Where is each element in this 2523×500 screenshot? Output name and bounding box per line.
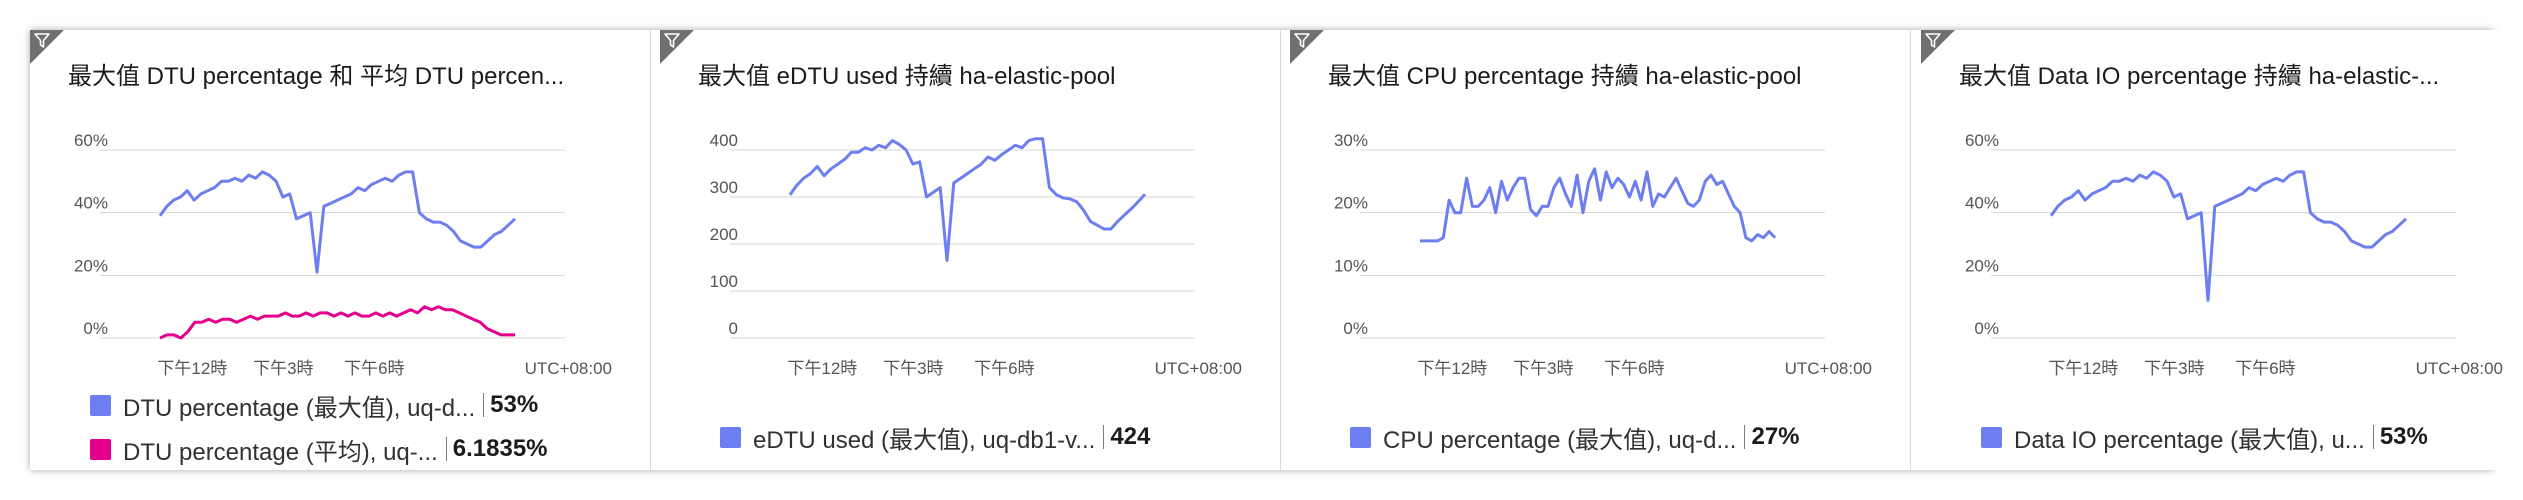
legend-value: 424 bbox=[1110, 423, 1151, 450]
x-tick-label: 下午6時 bbox=[344, 359, 404, 378]
legend-label: DTU percentage (平均), uq-... bbox=[123, 438, 438, 466]
legend-separator bbox=[2372, 425, 2374, 449]
legend-value: 27% bbox=[1751, 423, 1800, 450]
chart-svg: 60% 40% 20% 0% 下午12時 下午3時 下午6時 UTC+08:00 bbox=[74, 131, 612, 378]
filter-icon[interactable] bbox=[33, 32, 51, 50]
series-line-1[interactable] bbox=[158, 170, 517, 274]
tile-title[interactable]: 最大值 DTU percentage 和 平均 DTU percen... bbox=[68, 63, 565, 90]
tile-title[interactable]: 最大值 CPU percentage 持續 ha-elastic-pool bbox=[1328, 63, 1802, 90]
legend-swatch bbox=[90, 438, 111, 460]
timezone-label: UTC+08:00 bbox=[1155, 359, 1242, 378]
y-tick-label: 20% bbox=[74, 256, 108, 275]
x-tick-label: 下午3時 bbox=[883, 359, 943, 378]
dashboard-tiles: 最大值 DTU percentage 和 平均 DTU percen... 60… bbox=[30, 30, 2523, 470]
y-tick-label: 0% bbox=[83, 319, 108, 338]
x-tick-label: 下午3時 bbox=[1513, 359, 1573, 378]
legend-label: DTU percentage (最大值), uq-d... bbox=[123, 394, 476, 422]
legend-swatch bbox=[1350, 426, 1371, 448]
legend-separator bbox=[1744, 425, 1746, 449]
legend-item[interactable]: DTU percentage (最大值), uq-d... 53% bbox=[90, 388, 538, 422]
legend-label: Data IO percentage (最大值), u... bbox=[2014, 426, 2365, 454]
legend-label: CPU percentage (最大值), uq-d... bbox=[1383, 426, 1737, 454]
y-tick-label: 400 bbox=[710, 131, 738, 150]
legend-value: 53% bbox=[490, 391, 539, 418]
legend-value: 53% bbox=[2379, 423, 2428, 450]
y-tick-label: 40% bbox=[1965, 194, 1999, 213]
series-line-1[interactable] bbox=[1420, 167, 1777, 243]
timezone-label: UTC+08:00 bbox=[525, 359, 612, 378]
y-tick-label: 300 bbox=[710, 178, 738, 197]
tile-title[interactable]: 最大值 Data IO percentage 持續 ha-elastic-... bbox=[1959, 63, 2440, 90]
filter-icon[interactable] bbox=[1293, 32, 1311, 50]
series-line-1[interactable] bbox=[2049, 170, 2408, 302]
timezone-label: UTC+08:00 bbox=[1785, 359, 1872, 378]
y-tick-label: 30% bbox=[1334, 131, 1368, 150]
y-tick-label: 0% bbox=[1343, 319, 1368, 338]
chart-svg: 60% 40% 20% 0% 下午12時 下午3時 下午6時 UTC+08:00 bbox=[1965, 131, 2503, 378]
legend-swatch bbox=[1981, 426, 2002, 448]
y-tick-label: 60% bbox=[1965, 131, 1999, 150]
chart-svg: 30% 20% 10% 0% 下午12時 下午3時 下午6時 UTC+08:00 bbox=[1334, 131, 1872, 378]
y-tick-label: 20% bbox=[1334, 194, 1368, 213]
line-chart[interactable]: 30% 20% 10% 0% 下午12時 下午3時 下午6時 UTC+08:00 bbox=[1290, 90, 1910, 380]
x-tick-label: 下午6時 bbox=[2235, 359, 2295, 378]
legend-swatch bbox=[90, 394, 111, 416]
y-tick-label: 200 bbox=[710, 225, 738, 244]
legend-item[interactable]: CPU percentage (最大值), uq-d... 27% bbox=[1350, 420, 1800, 454]
x-tick-label: 下午12時 bbox=[1417, 359, 1487, 378]
line-chart[interactable]: 400 300 200 100 0 下午12時 下午3時 下午6時 UTC+08:00 bbox=[660, 90, 1280, 380]
chart-svg: 400 300 200 100 0 下午12時 下午3時 下午6時 UTC+08:00 bbox=[710, 131, 1242, 378]
legend-swatch bbox=[720, 426, 741, 448]
legend-item[interactable]: DTU percentage (平均), uq-... 6.1835% bbox=[90, 432, 548, 466]
legend-item[interactable]: eDTU used (最大值), uq-db1-v... 424 bbox=[720, 420, 1150, 454]
x-tick-label: 下午3時 bbox=[2144, 359, 2204, 378]
x-tick-label: 下午6時 bbox=[1604, 359, 1664, 378]
legend-separator bbox=[1103, 425, 1105, 449]
y-tick-label: 20% bbox=[1965, 256, 1999, 275]
filter-icon[interactable] bbox=[663, 32, 681, 50]
y-tick-label: 10% bbox=[1334, 256, 1368, 275]
metric-tile-3[interactable]: 最大值 CPU percentage 持續 ha-elastic-pool 30… bbox=[1290, 30, 1911, 470]
x-tick-label: 下午6時 bbox=[974, 359, 1034, 378]
y-tick-label: 60% bbox=[74, 131, 108, 150]
legend-separator bbox=[445, 437, 447, 461]
x-tick-label: 下午12時 bbox=[157, 359, 227, 378]
y-tick-label: 0 bbox=[729, 319, 738, 338]
line-chart[interactable]: 60% 40% 20% 0% 下午12時 下午3時 下午6時 UTC+08:00 bbox=[1921, 90, 2523, 380]
y-tick-label: 0% bbox=[1974, 319, 1999, 338]
legend-value: 6.1835% bbox=[452, 435, 548, 462]
y-tick-label: 40% bbox=[74, 194, 108, 213]
legend-separator bbox=[483, 393, 485, 417]
line-chart[interactable]: 60% 40% 20% 0% 下午12時 下午3時 下午6時 UTC+08:00 bbox=[30, 90, 650, 380]
x-tick-label: 下午12時 bbox=[2048, 359, 2118, 378]
tile-title[interactable]: 最大值 eDTU used 持續 ha-elastic-pool bbox=[698, 63, 1116, 90]
legend-label: eDTU used (最大值), uq-db1-v... bbox=[753, 426, 1096, 454]
series-line-2[interactable] bbox=[159, 305, 515, 340]
series-line-1[interactable] bbox=[788, 137, 1147, 262]
metric-tile-4[interactable]: 最大值 Data IO percentage 持續 ha-elastic-...… bbox=[1921, 30, 2523, 470]
legend-item[interactable]: Data IO percentage (最大值), u... 53% bbox=[1981, 420, 2428, 454]
x-tick-label: 下午12時 bbox=[787, 359, 857, 378]
x-tick-label: 下午3時 bbox=[253, 359, 313, 378]
metric-tile-2[interactable]: 最大值 eDTU used 持續 ha-elastic-pool 400 300 2… bbox=[660, 30, 1281, 470]
metric-tile-1[interactable]: 最大值 DTU percentage 和 平均 DTU percen... 60… bbox=[30, 30, 651, 470]
y-tick-label: 100 bbox=[710, 272, 738, 291]
timezone-label: UTC+08:00 bbox=[2416, 359, 2503, 378]
filter-icon[interactable] bbox=[1924, 32, 1942, 50]
